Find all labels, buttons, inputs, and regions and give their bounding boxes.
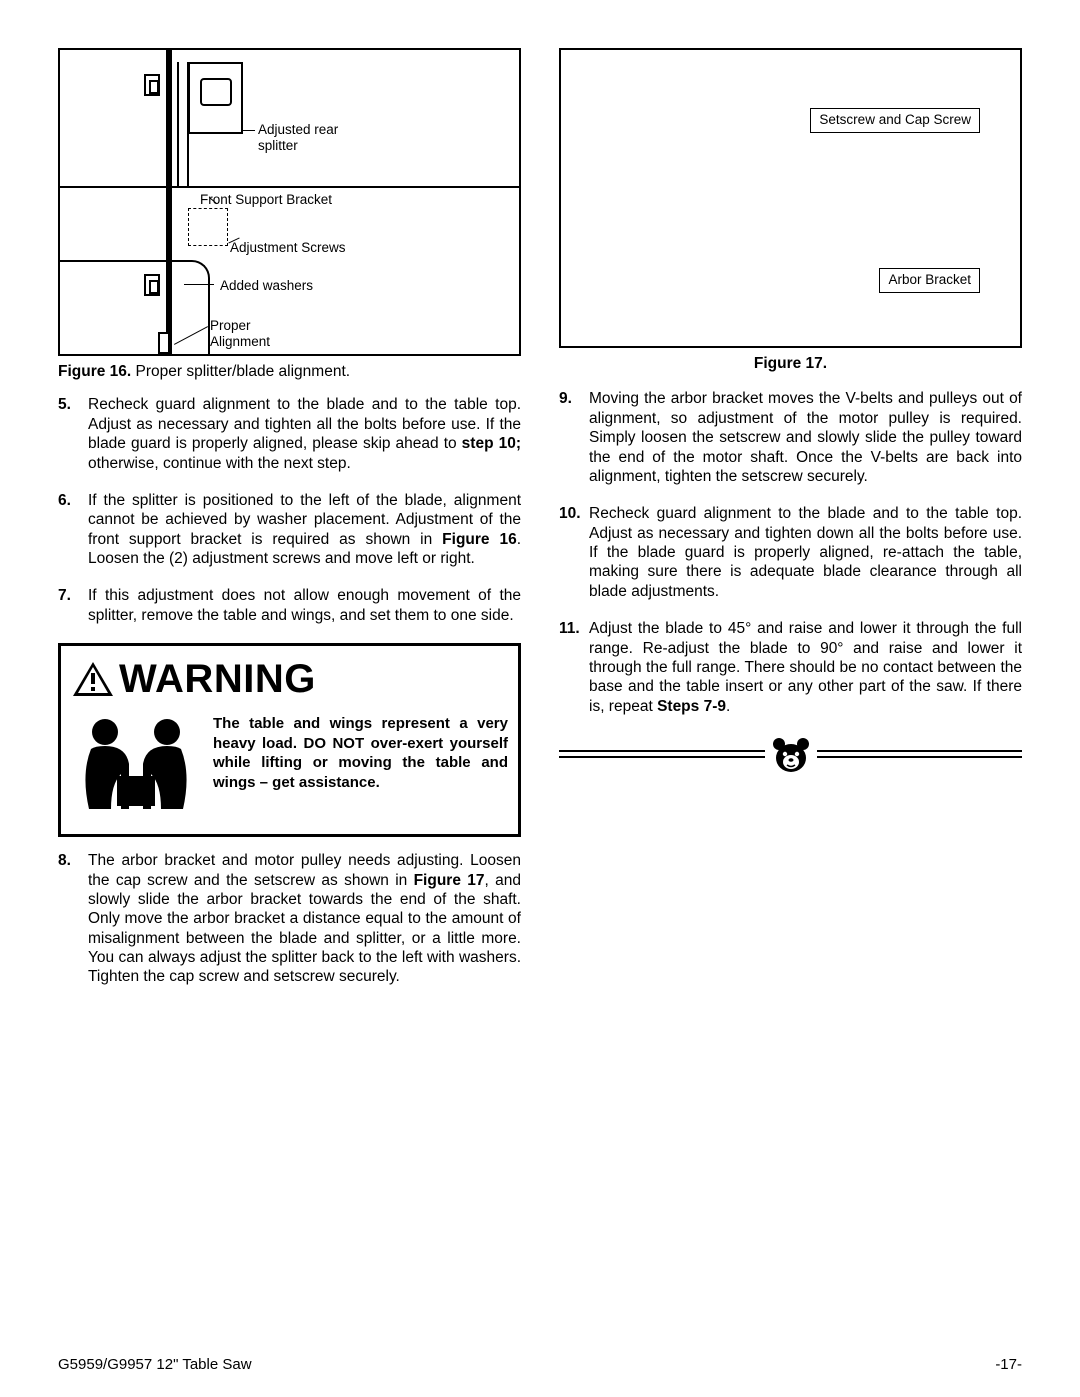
callout-arbor-bracket: Arbor Bracket — [879, 268, 980, 293]
right-column: Setscrew and Cap Screw Arbor Bracket Fig… — [559, 48, 1022, 987]
figure-17-caption: Figure 17. — [559, 354, 1022, 373]
step-text: If the splitter is positioned to the lef… — [88, 491, 521, 569]
footer-right: -17- — [995, 1356, 1022, 1375]
figure-16-caption-rest: Proper splitter/blade alignment. — [131, 363, 350, 380]
step-num: 10. — [559, 504, 589, 601]
step-text: Adjust the blade to 45° and raise and lo… — [589, 619, 1022, 716]
label-adjustment-screws: Adjustment Screws — [230, 240, 346, 256]
step-8: 8. The arbor bracket and motor pulley ne… — [58, 851, 521, 987]
step-text: Recheck guard alignment to the blade and… — [88, 395, 521, 473]
step-10: 10. Recheck guard alignment to the blade… — [559, 504, 1022, 601]
bear-logo-icon — [769, 734, 813, 774]
label-proper-alignment: Proper Alignment — [210, 318, 300, 349]
step-5: 5. Recheck guard alignment to the blade … — [58, 395, 521, 473]
step-text: Recheck guard alignment to the blade and… — [589, 504, 1022, 601]
step-num: 8. — [58, 851, 88, 987]
two-person-lift-icon — [71, 714, 201, 824]
figure-16-caption-bold: Figure 16. — [58, 363, 131, 380]
left-column: Adjusted rear splitter Front Support Bra… — [58, 48, 521, 987]
step-num: 11. — [559, 619, 589, 716]
label-added-washers: Added washers — [220, 278, 313, 294]
label-adjusted-rear: Adjusted rear splitter — [258, 122, 368, 153]
page-footer: G5959/G9957 12" Table Saw -17- — [58, 1356, 1022, 1375]
step-text: The arbor bracket and motor pulley needs… — [88, 851, 521, 987]
callout-setscrew: Setscrew and Cap Screw — [810, 108, 980, 133]
step-11: 11. Adjust the blade to 45° and raise an… — [559, 619, 1022, 716]
step-num: 5. — [58, 395, 88, 473]
figure-16-diagram: Adjusted rear splitter Front Support Bra… — [58, 48, 521, 356]
label-front-bracket: Front Support Bracket — [200, 192, 332, 208]
page-columns: Adjusted rear splitter Front Support Bra… — [58, 48, 1022, 987]
warning-title: WARNING — [119, 654, 316, 704]
step-6: 6. If the splitter is positioned to the … — [58, 491, 521, 569]
step-7: 7. If this adjustment does not allow eno… — [58, 586, 521, 625]
step-num: 6. — [58, 491, 88, 569]
step-text: If this adjustment does not allow enough… — [88, 586, 521, 625]
warning-box: WARNING The table and wings represent a … — [58, 643, 521, 837]
step-9: 9. Moving the arbor bracket moves the V-… — [559, 389, 1022, 486]
warning-text: The table and wings represent a very hea… — [213, 714, 508, 792]
figure-17-diagram: Setscrew and Cap Screw Arbor Bracket — [559, 48, 1022, 348]
warning-triangle-icon — [71, 660, 115, 698]
section-divider — [559, 734, 1022, 774]
footer-left: G5959/G9957 12" Table Saw — [58, 1356, 252, 1375]
step-num: 7. — [58, 586, 88, 625]
step-text: Moving the arbor bracket moves the V-bel… — [589, 389, 1022, 486]
figure-16-caption: Figure 16. Proper splitter/blade alignme… — [58, 362, 521, 381]
step-num: 9. — [559, 389, 589, 486]
